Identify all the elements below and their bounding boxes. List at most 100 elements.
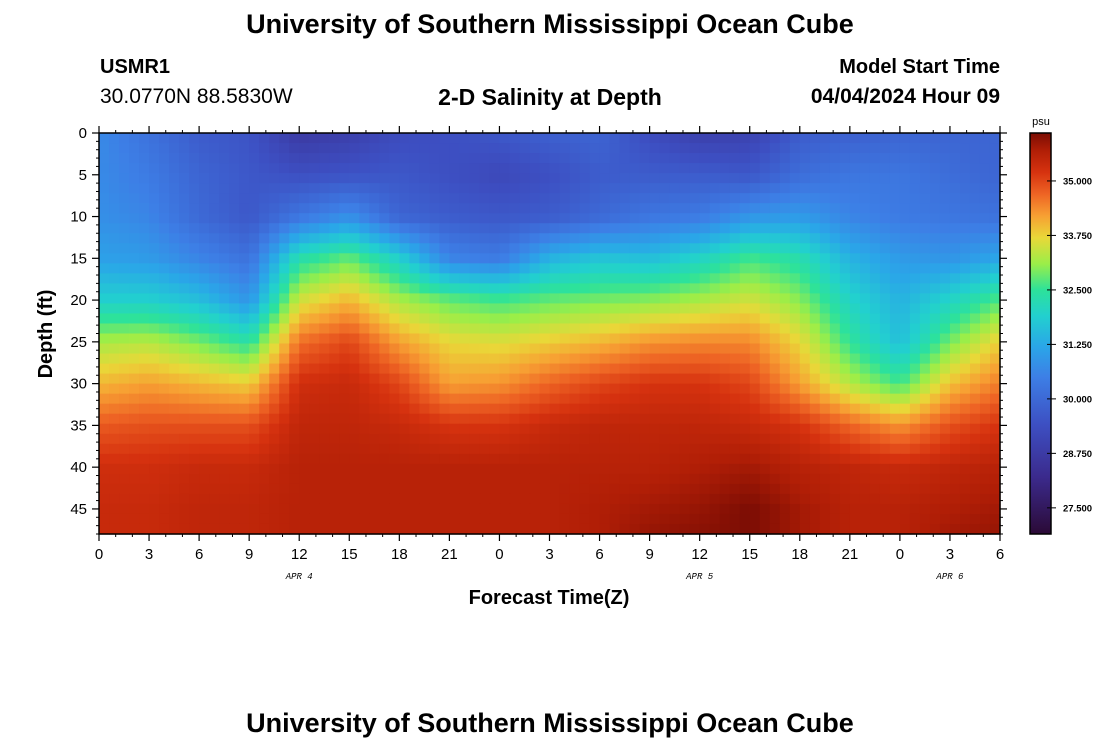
heatmap-cell xyxy=(849,463,861,475)
heatmap-cell xyxy=(99,473,110,485)
heatmap-cell xyxy=(129,483,140,495)
heatmap-cell xyxy=(189,503,200,515)
heatmap-cell xyxy=(199,213,210,224)
heatmap-cell xyxy=(839,243,851,254)
heatmap-cell xyxy=(609,453,621,465)
heatmap-cell xyxy=(429,523,440,535)
heatmap-cell xyxy=(989,253,1001,264)
heatmap-cell xyxy=(589,173,601,184)
heatmap-cell xyxy=(769,223,781,234)
heatmap-cell xyxy=(549,173,561,184)
heatmap-cell xyxy=(679,273,691,284)
heatmap-cell xyxy=(469,333,481,345)
heatmap-cell xyxy=(609,393,621,405)
heatmap-cell xyxy=(169,423,180,435)
heatmap-cell xyxy=(909,523,921,535)
heatmap-cell xyxy=(919,213,931,224)
heatmap-cell xyxy=(549,523,561,535)
heatmap-cell xyxy=(119,263,130,274)
heatmap-cell xyxy=(629,363,641,375)
heatmap-cell xyxy=(569,403,581,415)
heatmap-cell xyxy=(739,233,751,244)
heatmap-cell xyxy=(279,143,290,154)
heatmap-cell xyxy=(199,153,210,164)
heatmap-cell xyxy=(189,483,200,495)
heatmap-cell xyxy=(389,413,400,425)
heatmap-cell xyxy=(249,403,260,415)
heatmap-cell xyxy=(559,413,571,425)
heatmap-cell xyxy=(579,523,591,535)
heatmap-cell xyxy=(179,253,190,264)
heatmap-cell xyxy=(299,133,310,144)
heatmap-cell xyxy=(209,223,220,234)
heatmap-cell xyxy=(349,233,360,244)
heatmap-cell xyxy=(569,223,581,234)
heatmap-cell xyxy=(499,323,511,335)
heatmap-cell xyxy=(509,153,521,164)
heatmap-cell xyxy=(449,443,460,455)
heatmap-cell xyxy=(629,183,641,194)
heatmap-cell xyxy=(539,143,551,154)
heatmap-cell xyxy=(789,383,801,395)
heatmap-cell xyxy=(699,473,711,485)
model-start-label: Model Start Time xyxy=(839,56,1000,78)
heatmap-cell xyxy=(949,223,961,234)
heatmap-cell xyxy=(349,393,360,405)
heatmap-cell xyxy=(199,423,210,435)
heatmap-cell xyxy=(989,453,1001,465)
heatmap-cell xyxy=(299,193,310,204)
heatmap-cell xyxy=(569,253,581,264)
heatmap-cell xyxy=(919,443,931,455)
heatmap-cell xyxy=(739,493,751,505)
heatmap-cell xyxy=(409,363,420,375)
heatmap-cell xyxy=(159,513,170,525)
heatmap-cell xyxy=(399,283,410,294)
heatmap-cell xyxy=(559,233,571,244)
heatmap-cell xyxy=(449,283,460,294)
heatmap-cell xyxy=(729,223,741,234)
heatmap-cell xyxy=(599,483,611,495)
heatmap-cell xyxy=(129,273,140,284)
heatmap-cell xyxy=(309,223,320,234)
heatmap-cell xyxy=(909,303,921,315)
heatmap-cell xyxy=(209,453,220,465)
heatmap-cell xyxy=(449,433,460,445)
heatmap-cell xyxy=(669,413,681,425)
heatmap-cell xyxy=(149,203,160,214)
heatmap-cell xyxy=(979,333,991,345)
heatmap-cell xyxy=(979,243,991,254)
heatmap-cell xyxy=(99,513,110,525)
heatmap-cell xyxy=(539,353,551,365)
heatmap-cell xyxy=(979,353,991,365)
heatmap-cell xyxy=(779,423,791,435)
heatmap-cell xyxy=(849,143,861,154)
heatmap-cell xyxy=(929,233,941,244)
heatmap-cell xyxy=(479,423,491,435)
heatmap-cell xyxy=(659,493,671,505)
heatmap-cell xyxy=(659,193,671,204)
heatmap-cell xyxy=(899,213,911,224)
heatmap-cell xyxy=(489,133,501,144)
heatmap-cell xyxy=(789,293,801,305)
heatmap-cell xyxy=(139,423,150,435)
heatmap-cell xyxy=(979,373,991,385)
heatmap-cell xyxy=(899,383,911,395)
heatmap-cell xyxy=(189,203,200,214)
heatmap-cell xyxy=(559,163,571,174)
heatmap-cell xyxy=(639,443,651,455)
heatmap-cell xyxy=(339,473,350,485)
heatmap-cell xyxy=(769,383,781,395)
heatmap-cell xyxy=(149,483,160,495)
heatmap-cell xyxy=(879,343,891,355)
heatmap-cell xyxy=(359,363,370,375)
heatmap-cell xyxy=(169,323,180,335)
heatmap-cell xyxy=(449,493,460,505)
heatmap-cell xyxy=(539,263,551,274)
heatmap-cell xyxy=(729,413,741,425)
heatmap-cell xyxy=(209,413,220,425)
heatmap-cell xyxy=(939,163,951,174)
heatmap-cell xyxy=(639,373,651,385)
heatmap-cell xyxy=(749,353,761,365)
heatmap-cell xyxy=(989,483,1001,495)
heatmap-cell xyxy=(949,343,961,355)
